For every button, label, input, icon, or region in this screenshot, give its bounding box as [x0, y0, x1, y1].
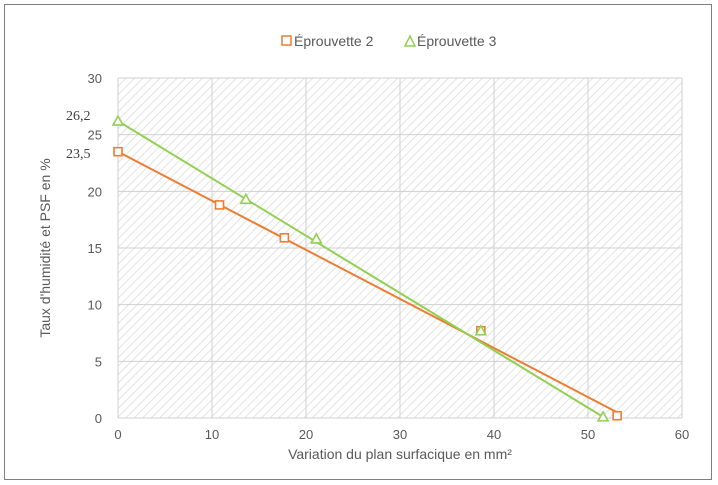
y-tick-label: 5: [95, 354, 102, 369]
y-tick-label: 30: [88, 71, 102, 86]
x-tick-label: 60: [675, 427, 689, 442]
x-tick-label: 30: [393, 427, 407, 442]
data-point-square: [214, 200, 225, 210]
data-point-triangle: [309, 232, 323, 244]
data-point-triangle: [596, 410, 610, 422]
grid-lines: [117, 77, 683, 419]
x-tick-label: 50: [581, 427, 595, 442]
data-markers: [111, 114, 622, 422]
legend: Éprouvette 2 Éprouvette 3: [281, 33, 497, 49]
y-tick-label: 15: [88, 241, 102, 256]
x-tick-label: 10: [205, 427, 219, 442]
annotation-23-5: 23,5: [66, 147, 91, 162]
legend-label-series-3: Éprouvette 3: [417, 33, 497, 49]
annotation-26-2: 26,2: [66, 109, 91, 124]
trendlines: [117, 120, 618, 418]
data-point-square: [113, 146, 123, 157]
x-tick-label: 20: [299, 427, 313, 442]
data-point-triangle: [474, 324, 488, 336]
data-point-triangle: [111, 114, 125, 126]
x-axis-label: Variation du plan surfacique en mm²: [288, 446, 512, 462]
trendline-series-2: [117, 150, 618, 414]
x-tick-label: 0: [114, 427, 121, 442]
y-tick-label: 10: [88, 298, 102, 313]
legend-square-icon: [281, 35, 292, 46]
y-axis-label: Taux d'humidité et PSF en %: [37, 158, 53, 337]
x-tick-label: 40: [487, 427, 501, 442]
y-tick-label: 20: [88, 184, 102, 199]
data-point-triangle: [239, 192, 253, 205]
data-point-square: [279, 233, 290, 243]
data-point-square: [612, 410, 622, 421]
tick-labels: 0 10 20 30 40 50 60 0 5 10 15 20 25 30: [88, 71, 690, 442]
legend-triangle-icon: [403, 34, 417, 47]
legend-label-series-2: Éprouvette 2: [294, 33, 374, 49]
trendline-series-3: [117, 120, 604, 418]
y-tick-label: 0: [95, 411, 102, 426]
y-tick-label: 25: [88, 128, 102, 143]
